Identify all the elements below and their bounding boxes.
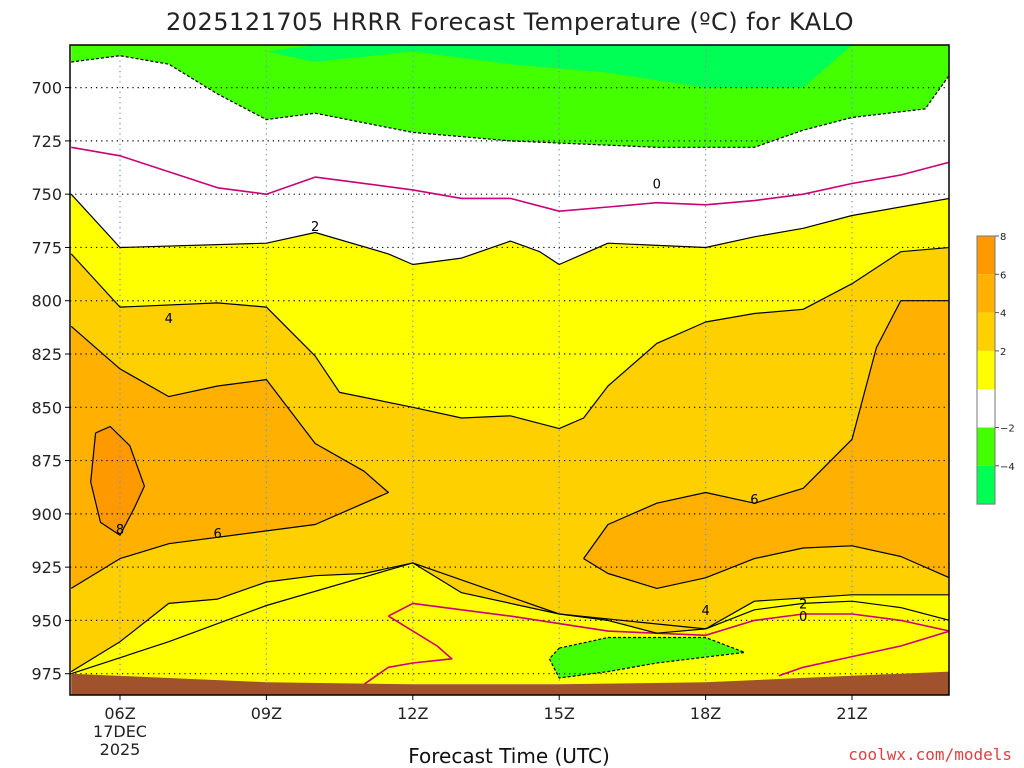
x-tick-label-06Z: 06Z [104,704,135,723]
contour-line-3 [778,630,949,677]
temperature-region-4 [90,426,145,536]
contour-label-9: 6 [750,493,758,508]
credit-text: coolwx.com/models [848,745,1012,764]
contour-line-4 [70,193,949,266]
x-axis-title: Forecast Time (UTC) [408,744,610,768]
colorbar-bin-4 [977,389,995,428]
y-tick-label-925: 925 [31,558,62,577]
y-tick-label-900: 900 [31,505,62,524]
colorbar-bin-3 [977,350,995,390]
x-tick-sublabel-06Z-0: 17DEC [93,722,147,741]
y-tick-label-775: 775 [31,238,62,257]
contour-line-0 [71,146,949,212]
colorbar-frame [976,235,996,505]
y-tick-label-750: 750 [31,185,62,204]
colorbar-bin-1 [977,274,995,313]
x-tick-label-18Z: 18Z [690,704,721,723]
temperature-region-7 [549,637,745,678]
ground-surface [71,671,949,695]
contour-label-8: 6 [213,527,221,542]
contour-line-2 [363,615,453,685]
y-tick-label-950: 950 [31,611,62,630]
contour-line-1 [388,602,949,637]
colorbar: 8 6 4 2 −2 −4 [976,232,1015,505]
y-tick-label-975: 975 [31,665,62,684]
colorbar-label-8: 8 [1000,232,1006,243]
contour-line-10 [583,545,949,590]
colorbar-label--2: −2 [1000,424,1015,435]
surface-layer [71,671,949,695]
temperature-region-3 [583,300,949,589]
y-axis: 700 725 750 775 800 825 850 875 900 925 950 975 [31,79,70,684]
x-tick-label-12Z: 12Z [397,704,428,723]
colorbar-bin-0 [977,236,995,275]
temperature-region-2 [71,326,389,589]
contour-line-12 [71,55,949,148]
colorbar-label-6: 6 [1000,270,1006,281]
x-tick-label-21Z: 21Z [836,704,867,723]
y-tick-label-850: 850 [31,398,62,417]
contour-label-7: 4 [701,604,709,619]
contour-label-4: 2 [311,220,319,235]
colorbar-bin-5 [977,427,995,466]
contour-layer [70,55,949,685]
temperature-fill-layer [71,45,949,685]
colorbar-bin-6 [977,465,995,505]
contour-line-11 [90,425,145,536]
y-tick-label-725: 725 [31,132,62,151]
contour-label-6: 4 [165,312,173,327]
colorbar-label-2: 2 [1000,347,1006,358]
y-tick-label-875: 875 [31,452,62,471]
x-tick-sublabel-06Z-1: 2025 [100,740,141,759]
plot-frame [69,44,950,696]
contour-label-5: 2 [799,597,807,612]
grid-layer [70,45,949,695]
colorbar-bin-2 [977,312,995,351]
contour-line-13 [548,636,746,679]
contour-line-7 [70,562,949,673]
contour-label-1: 0 [799,610,807,625]
y-tick-label-800: 800 [31,292,62,311]
y-tick-label-825: 825 [31,345,62,364]
chart-title: 2025121705 HRRR Forecast Temperature (ºC… [166,8,854,36]
contour-label-11: 8 [116,523,124,538]
colorbar-label--4: −4 [1000,462,1015,473]
contour-line-8 [70,325,389,589]
contour-line-6 [70,246,949,430]
y-tick-label-700: 700 [31,79,62,98]
x-tick-label-09Z: 09Z [251,704,282,723]
contour-label-0: 0 [653,178,661,193]
x-tick-label-15Z: 15Z [544,704,575,723]
contour-line-9 [583,300,949,559]
colorbar-label-4: 4 [1000,309,1006,320]
